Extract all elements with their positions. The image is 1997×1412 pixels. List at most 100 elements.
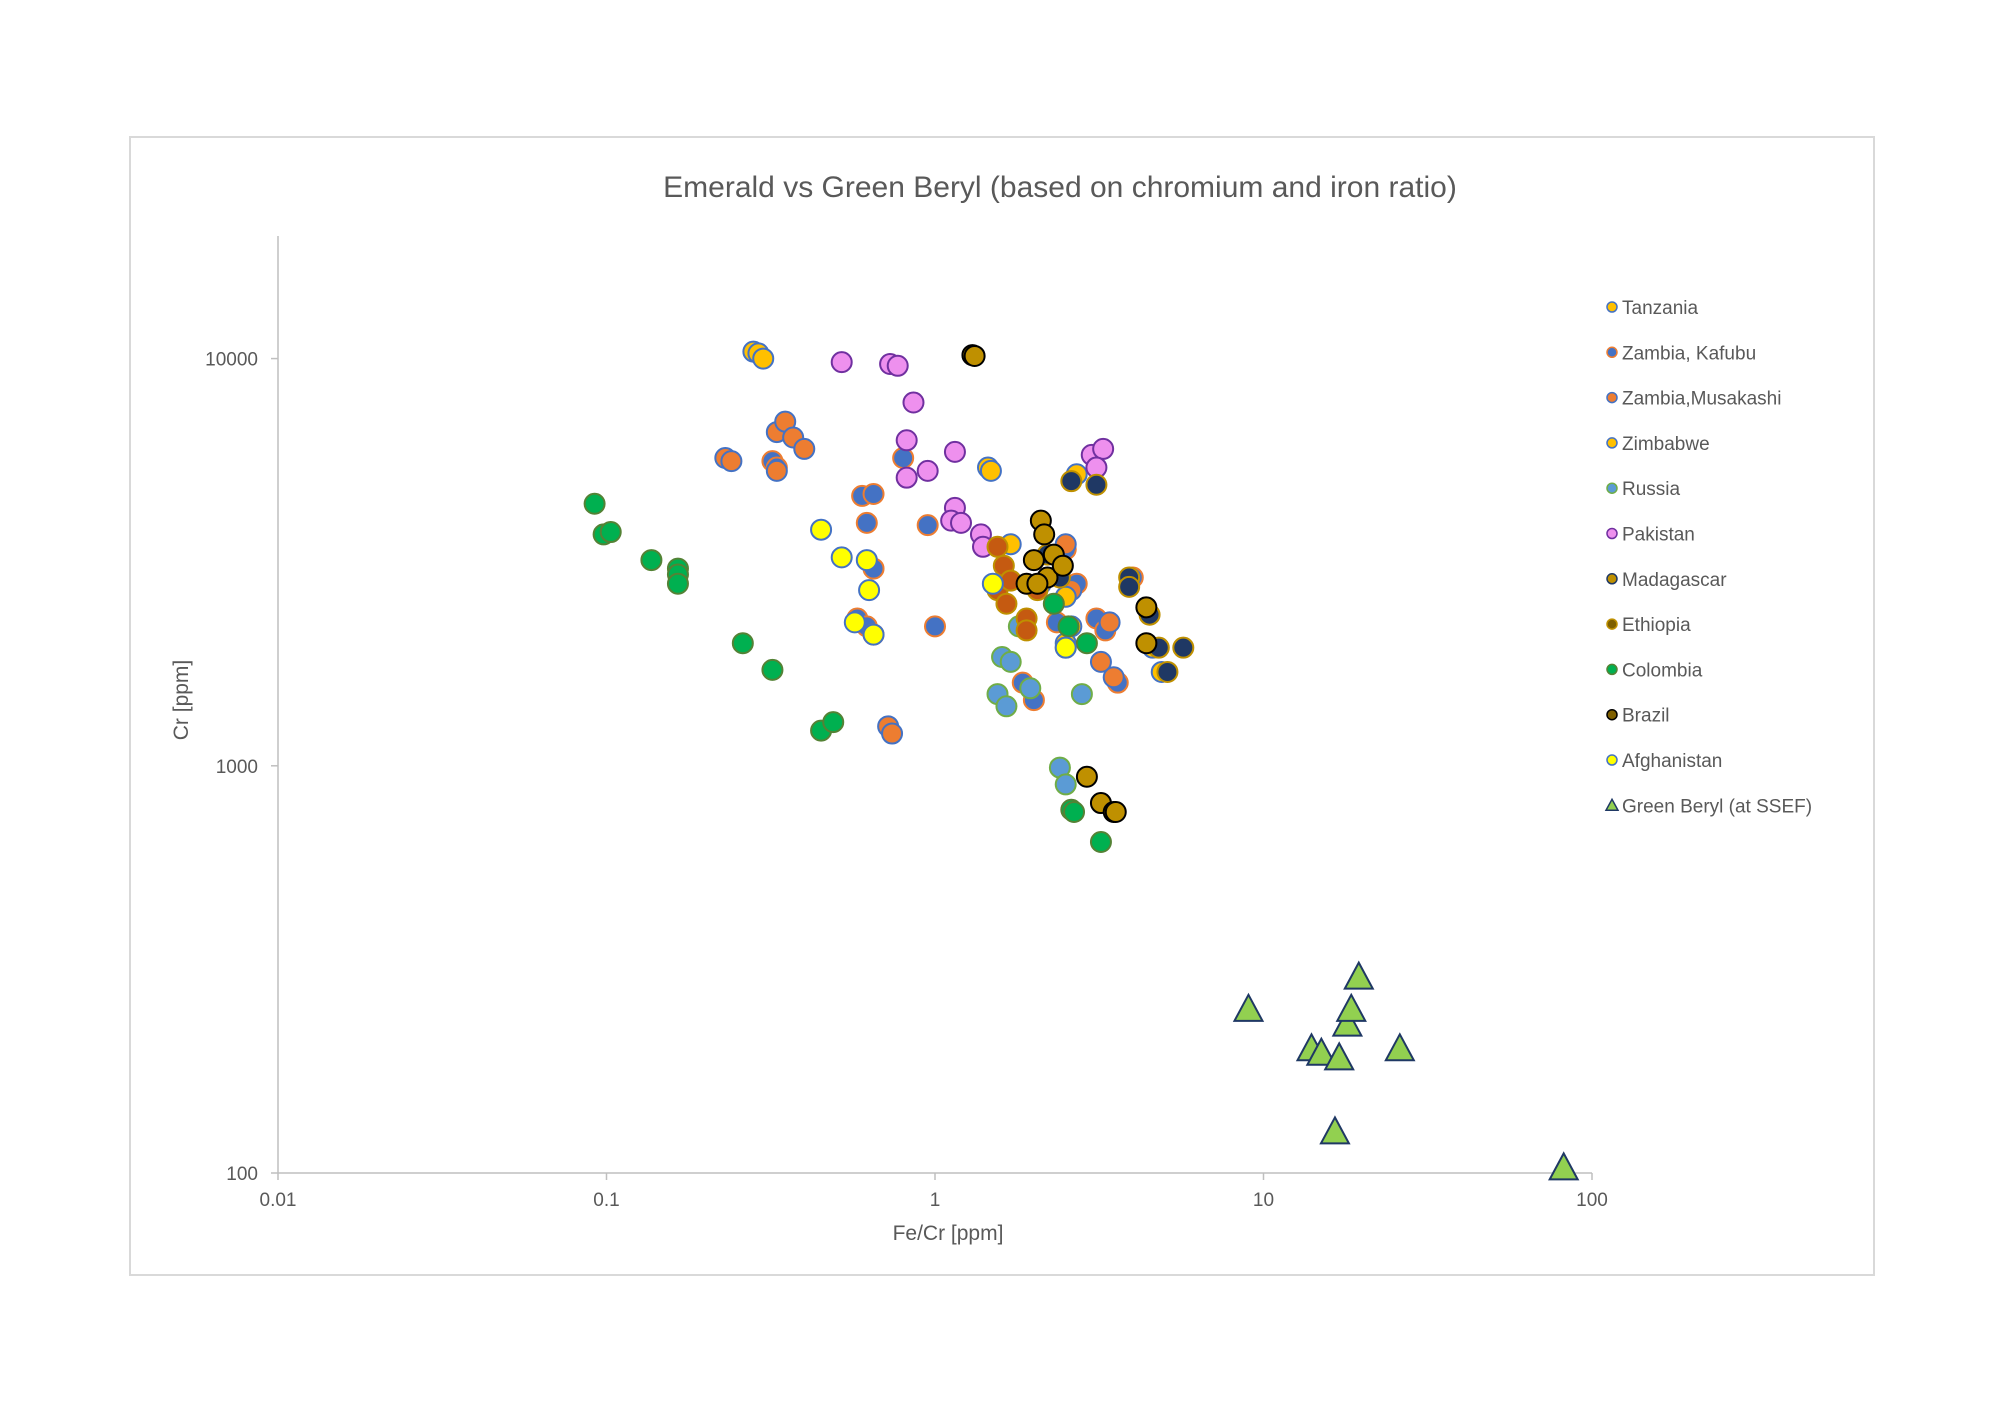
legend-label: Afghanistan xyxy=(1622,751,1722,772)
legend-label: Madagascar xyxy=(1622,570,1727,591)
y-tick-label: 10000 xyxy=(205,350,258,371)
data-point xyxy=(858,579,881,602)
data-point xyxy=(999,650,1022,673)
data-point xyxy=(830,546,853,569)
data-point xyxy=(731,632,754,655)
x-axis-title: Fe/Cr [ppm] xyxy=(893,1222,1004,1245)
data-point xyxy=(1092,437,1115,460)
data-point xyxy=(1051,554,1074,577)
data-point xyxy=(1331,1007,1364,1037)
legend-marker xyxy=(1606,663,1618,676)
x-tick-label: 10 xyxy=(1253,1190,1274,1211)
data-point xyxy=(862,623,885,646)
data-point xyxy=(1384,1032,1416,1062)
legend-item: Russia xyxy=(1606,479,1681,500)
data-point xyxy=(1135,632,1158,655)
data-point xyxy=(1089,830,1112,853)
data-point xyxy=(1232,992,1265,1022)
data-point xyxy=(1305,1036,1338,1066)
data-point xyxy=(1015,619,1038,642)
data-point xyxy=(843,611,866,634)
data-point xyxy=(902,391,925,414)
data-point xyxy=(752,347,775,370)
legend-label: Tanzania xyxy=(1622,298,1698,319)
data-point xyxy=(822,711,845,734)
data-point xyxy=(1172,636,1195,659)
legend-item: Tanzania xyxy=(1606,298,1698,319)
data-point xyxy=(1060,470,1083,493)
chart-title: Emerald vs Green Beryl (based on chromiu… xyxy=(663,171,1457,204)
data-point xyxy=(986,535,1009,558)
data-point xyxy=(1335,992,1367,1022)
y-tick-label: 1000 xyxy=(216,757,258,778)
data-point xyxy=(1075,765,1098,788)
series-pakistan xyxy=(830,351,1115,558)
data-point xyxy=(1026,572,1049,595)
legend-item: Colombia xyxy=(1606,660,1703,681)
legend-item: Green Beryl (at SSEF) xyxy=(1604,796,1812,817)
legend-item: Ethiopia xyxy=(1606,615,1691,636)
legend-label: Zambia, Kafubu xyxy=(1622,343,1756,364)
data-point xyxy=(1319,1115,1351,1145)
series-afghanistan xyxy=(810,518,1077,659)
legend-marker xyxy=(1606,754,1618,766)
data-point xyxy=(1548,1151,1580,1181)
data-point xyxy=(640,549,663,572)
legend-label: Brazil xyxy=(1622,706,1670,727)
legend-label: Green Beryl (at SSEF) xyxy=(1622,796,1812,817)
legend-marker xyxy=(1604,797,1620,812)
series-green-beryl-at-ssef- xyxy=(1232,960,1580,1181)
data-point xyxy=(830,351,853,374)
data-point xyxy=(1054,636,1077,659)
data-point xyxy=(1104,801,1127,824)
series-colombia xyxy=(583,492,1112,853)
data-point xyxy=(1042,592,1065,615)
y-tick-label: 100 xyxy=(226,1164,258,1185)
series-brazil xyxy=(961,344,1158,824)
legend-marker xyxy=(1606,573,1618,585)
data-point xyxy=(995,592,1018,615)
data-point xyxy=(1033,523,1056,546)
data-point xyxy=(981,572,1004,595)
data-point xyxy=(599,521,622,544)
legend-item: Pakistan xyxy=(1606,525,1695,546)
data-point xyxy=(892,446,915,469)
axes: 0.01 0.1 1 10 100 100 1000 10000 xyxy=(205,236,1608,1211)
data-point xyxy=(1089,650,1112,673)
y-axis-title: Cr [ppm] xyxy=(170,660,193,741)
legend-label: Pakistan xyxy=(1622,525,1695,546)
legend-marker xyxy=(1606,708,1618,721)
legend-marker xyxy=(1606,618,1618,630)
data-point xyxy=(810,518,833,541)
data-point xyxy=(720,450,743,473)
legend-item: Zambia, Kafubu xyxy=(1606,343,1756,364)
x-tick-label: 0.1 xyxy=(593,1190,619,1211)
legend-label: Zambia,Musakashi xyxy=(1622,389,1781,410)
legend-marker xyxy=(1606,346,1618,359)
legend-marker xyxy=(1606,391,1618,404)
legend-marker xyxy=(1606,437,1618,449)
data-point xyxy=(1102,666,1125,689)
legend-item: Zambia,Musakashi xyxy=(1606,389,1781,410)
legend-marker xyxy=(1606,527,1618,540)
x-tick-label: 100 xyxy=(1576,1190,1608,1211)
legend-label: Colombia xyxy=(1622,660,1703,681)
legend: Tanzania Zambia, Kafubu Zambia,Musakashi Zi… xyxy=(1604,298,1812,817)
legend-item: Madagascar xyxy=(1606,570,1727,591)
data-point xyxy=(895,429,918,452)
data-point xyxy=(1118,575,1141,598)
data-point xyxy=(1156,660,1179,683)
data-point xyxy=(793,437,816,460)
data-point xyxy=(1085,473,1108,496)
data-point xyxy=(916,514,939,537)
legend-marker xyxy=(1606,482,1618,494)
data-point xyxy=(1057,615,1080,638)
legend-item: Brazil xyxy=(1606,706,1670,727)
data-point xyxy=(855,549,878,572)
data-point xyxy=(1135,596,1158,619)
legend-item: Zimbabwe xyxy=(1606,434,1710,455)
legend-label: Zimbabwe xyxy=(1622,434,1710,455)
data-point xyxy=(862,482,885,505)
data-point xyxy=(1063,801,1086,824)
